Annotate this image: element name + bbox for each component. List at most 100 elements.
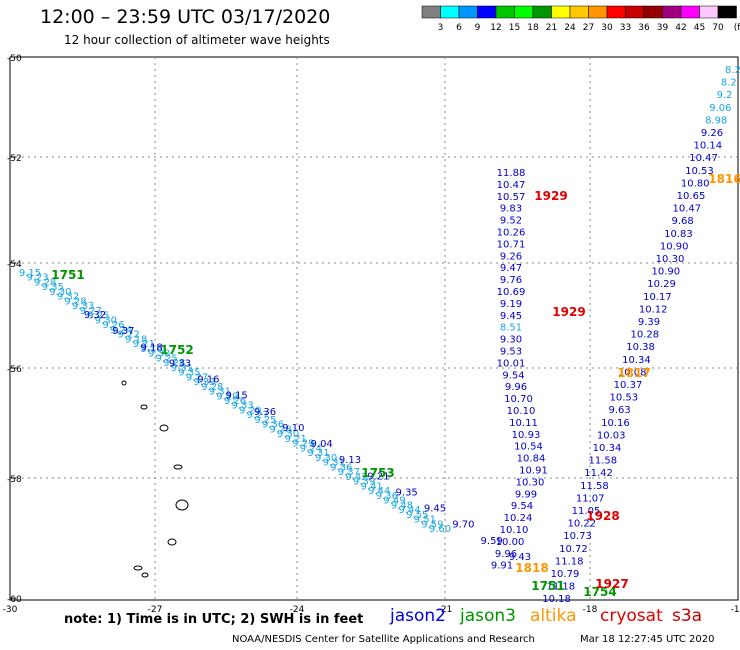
swh-label: 9.70 (452, 520, 474, 531)
swh-label: 9.91 (491, 561, 513, 572)
swh-label: 9.30 (277, 429, 299, 440)
colorbar-swatch (625, 5, 645, 19)
swh-label: 11.58 (588, 456, 617, 467)
swh-label: 9.31 (307, 448, 329, 459)
swh-label: 9.39 (353, 477, 375, 488)
swh-label: 9.15 (19, 268, 41, 279)
legend-jason2: jason2 (390, 606, 446, 626)
swh-label: 10.34 (622, 355, 651, 366)
swh-label: 9.26 (701, 128, 723, 139)
island (167, 538, 177, 546)
colorbar-swatch (662, 5, 682, 19)
swh-label: 9.59 (421, 519, 443, 530)
swh-label: 9.21 (285, 434, 307, 445)
swh-label: 10.65 (677, 191, 706, 202)
swh-label: 9.53 (500, 347, 522, 358)
swh-label: 8.2 (725, 65, 740, 76)
swh-label: 9.60 (429, 524, 451, 535)
colorbar-label: 33 (620, 23, 631, 33)
island (159, 424, 169, 432)
legend-cryosat: cryosat (600, 606, 663, 626)
time-label: 1816 (708, 172, 740, 186)
swh-label: 9.06 (709, 103, 731, 114)
swh-label: 8.51 (500, 323, 522, 334)
swh-label: 9.21 (367, 471, 389, 482)
island (121, 380, 127, 386)
colorbar-swatch (551, 5, 571, 19)
swh-label: 9.28 (64, 296, 86, 307)
colorbar-label: 15 (509, 23, 520, 33)
swh-label: 8.2 (721, 78, 737, 89)
swh-label: 10.29 (647, 279, 676, 290)
swh-label: 9.37 (338, 467, 360, 478)
swh-label: 10.54 (514, 442, 543, 453)
swh-label: 10.70 (504, 394, 533, 405)
swh-label: 9.59 (481, 536, 503, 547)
swh-label: 9.96 (495, 549, 517, 560)
colorbar-label: 70 (712, 23, 724, 33)
swh-label: 10.14 (693, 141, 722, 152)
swh-label: 9.15 (226, 391, 248, 402)
swh-label: 10.28 (630, 330, 659, 341)
time-label: 1754 (583, 585, 616, 599)
colorbar-label: 3 (438, 23, 444, 33)
swh-label: 9.35 (396, 487, 418, 498)
swh-label: 9.47 (500, 263, 522, 274)
swh-label: 9.29 (216, 391, 238, 402)
colorbar-swatch (514, 5, 534, 19)
colorbar-swatch (458, 5, 478, 19)
colorbar-label: 36 (638, 23, 650, 33)
colorbar-label: 45 (694, 23, 705, 33)
swh-label: 9.36 (330, 462, 352, 473)
swh-label: 9.32 (57, 292, 79, 303)
swh-label: 9.51 (414, 515, 436, 526)
swh-label: 9.33 (193, 377, 215, 388)
island (175, 499, 189, 511)
colorbar-swatch (440, 5, 460, 19)
swh-label: 9.31 (171, 363, 193, 374)
colorbar-label: 30 (601, 23, 613, 33)
lat-label: -60 (7, 595, 22, 605)
swh-label: 10.69 (497, 287, 526, 298)
colorbar-label: 39 (657, 23, 669, 33)
swh-label: 9.35 (178, 368, 200, 379)
page-title: 12:00 – 23:59 UTC 03/17/2020 (40, 6, 331, 28)
swh-label: 9.04 (311, 439, 333, 450)
swh-label: 11.58 (580, 481, 609, 492)
swh-label: 9.36 (254, 407, 276, 418)
swh-label: 9.39 (638, 317, 660, 328)
swh-label: 9.18 (125, 334, 147, 345)
colorbar-swatch (606, 5, 626, 19)
lon-label: -18 (583, 605, 598, 615)
swh-label: 10.53 (609, 393, 638, 404)
swh-label: 9.30 (95, 315, 117, 326)
swh-label: 9.30 (49, 287, 71, 298)
swh-label: 10.71 (497, 239, 526, 250)
swh-label: 9.24 (300, 443, 322, 454)
legend-altika: altika (530, 606, 577, 626)
time-labels: 1751 1752 1753 1754 1751 1929 1929 1928 1927 1816… (51, 172, 740, 599)
time-label: 1751 (51, 268, 84, 282)
swh-label: 9.43 (509, 552, 531, 563)
swh-label: 9.27 (186, 372, 208, 383)
swh-label: 9.52 (500, 216, 522, 227)
colorbar-label: 27 (583, 23, 594, 33)
swh-label: 9.83 (500, 204, 522, 215)
swh-label: 11.05 (572, 506, 601, 517)
colorbar-swatch (680, 5, 700, 19)
swh-label: 9.26 (102, 320, 124, 331)
lon-label: -24 (290, 605, 305, 615)
time-label: 1929 (534, 189, 567, 203)
colorbar-label: 42 (675, 23, 686, 33)
time-label: 1929 (552, 305, 585, 319)
time-label: 1818 (515, 561, 548, 575)
swh-label: 9.41 (361, 481, 383, 492)
colorbar-label: 24 (564, 23, 576, 33)
swh-label: 9.32 (84, 310, 106, 321)
swh-label: 9.26 (224, 396, 246, 407)
cyan-track: 9.159.239.289.359.309.329.289.339.279.25… (19, 268, 451, 535)
swh-label: 11.88 (497, 168, 526, 179)
swh-label: 10.47 (672, 204, 701, 215)
swh-label: 9.37 (112, 326, 134, 337)
time-label: 1817 (617, 366, 650, 380)
